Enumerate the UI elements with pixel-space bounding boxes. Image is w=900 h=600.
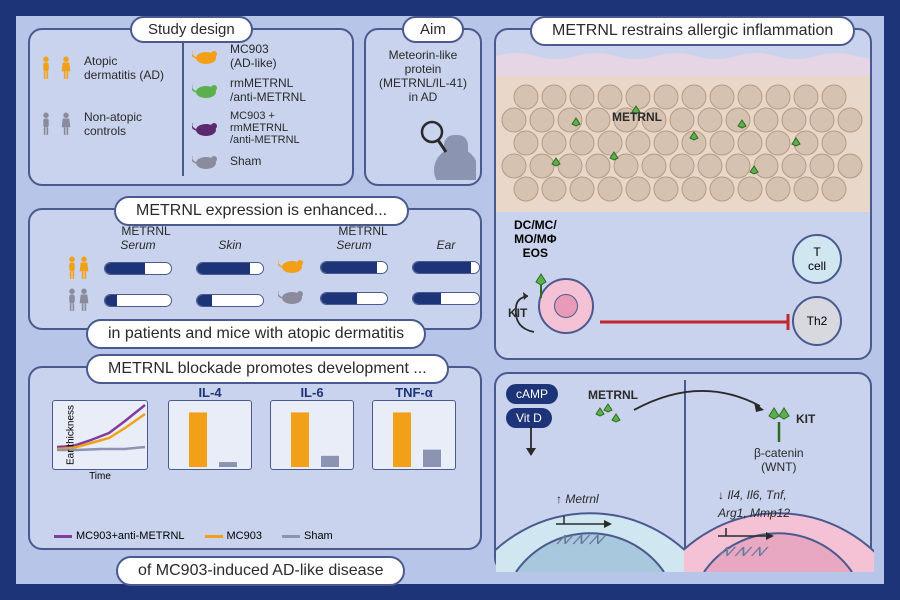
- yaxis: Ear thickness: [66, 405, 77, 465]
- panel-expression: METRNL expression is enhanced... METRNL …: [28, 208, 482, 330]
- mouse-icon-green: [192, 81, 222, 99]
- gene-down: Il4, Il6, Tnf, Arg1, Mmp12: [718, 488, 790, 520]
- divider: [182, 42, 184, 176]
- bar-chart: TNF-α: [372, 400, 456, 470]
- col-skin: Skin: [196, 238, 264, 252]
- col-ear: Ear: [412, 238, 480, 252]
- left-gene: ↑ Metrnl ⩘⩗⩘⩗⩘⩗: [556, 490, 616, 549]
- aim-text: Meteorin-like protein (METRNL/IL-41) in …: [366, 48, 480, 104]
- chip-camp: cAMP: [506, 384, 558, 404]
- camp-vitd: cAMP Vit D: [506, 382, 558, 430]
- mouse-block: METRNL Serum Ear: [278, 224, 480, 310]
- kit-receptor-icon: [764, 404, 794, 444]
- title-blockade: METRNL blockade promotes development ...: [86, 354, 449, 384]
- bcat-lbl: β-catenin (WNT): [754, 446, 804, 474]
- right-col: MC903 (AD-like) rmMETRNL /anti-METRNL MC…: [192, 42, 306, 170]
- chart-title: TNF-α: [395, 385, 433, 400]
- subtitle-blockade: of MC903-induced AD-like disease: [116, 556, 405, 586]
- human-block: METRNL Serum Skin: [66, 224, 264, 312]
- autocrine-arrow-icon: [510, 288, 554, 338]
- bar: [104, 262, 172, 275]
- dna-icon: ⩘⩗⩘⩗⩘⩗: [556, 528, 605, 549]
- line-chart: Ear thickness Time: [52, 400, 148, 470]
- tcell-icon: T cell: [792, 234, 842, 284]
- label-combo: MC903 + rmMETRNL /anti-METRNL: [230, 110, 300, 146]
- infographic-canvas: Study design Atopic dermatitis (AD) Non-…: [0, 0, 900, 600]
- bar-chart: IL-4: [168, 400, 252, 470]
- title-restrain: METRNL restrains allergic inflammation: [530, 16, 855, 46]
- human-icon-orange: [40, 56, 52, 80]
- panel-blockade: METRNL blockade promotes development ...…: [28, 366, 482, 550]
- left-cell-lbl: DC/MC/ MO/MΦ EOS: [514, 218, 557, 260]
- legend-item: MC903: [205, 530, 262, 542]
- panel-pathway: cAMP Vit D METRNL ↑ Metrnl ⩘⩗⩘⩗⩘⩗ KIT β-…: [494, 372, 872, 572]
- human-icon-grey: [40, 112, 52, 136]
- human-icon-grey: [60, 112, 72, 136]
- xaxis: Time: [89, 471, 111, 482]
- green-molecules-icon: [590, 402, 630, 432]
- human-icon-orange: [60, 56, 72, 80]
- label-nonatopic: Non-atopic controls: [84, 110, 142, 138]
- silhouette-magnify-icon: [406, 110, 476, 180]
- col-serum: Serum: [104, 238, 172, 252]
- gene-metrnl: Metrnl: [565, 492, 598, 506]
- bar-chart: IL-6: [270, 400, 354, 470]
- panel-study-design: Study design Atopic dermatitis (AD) Non-…: [28, 28, 354, 186]
- left-col: Atopic dermatitis (AD) Non-atopic contro…: [40, 54, 164, 138]
- metrnl-lbl: METRNL: [612, 110, 662, 124]
- legend-item: MC903+anti-METRNL: [54, 530, 185, 542]
- legend-item: Sham: [282, 530, 333, 542]
- hrow-ctrl: [66, 288, 264, 312]
- right-gene: ↓ Il4, Il6, Tnf, Arg1, Mmp12 ⩘⩗⩘⩗⩘⩗: [718, 486, 790, 561]
- dna-icon: ⩘⩗⩘⩗⩘⩗: [718, 540, 767, 561]
- panel-restrain: METRNL restrains allergic inflammation M…: [494, 28, 872, 360]
- mouse-icon-orange: [192, 47, 222, 65]
- col-serum2: Serum: [320, 238, 388, 252]
- kit-right: KIT: [796, 412, 815, 426]
- title-aim: Aim: [402, 16, 464, 43]
- legend: MC903+anti-METRNL MC903 Sham: [54, 530, 333, 542]
- label-rmmetrnl: rmMETRNL /anti-METRNL: [230, 76, 306, 104]
- chip-vitd: Vit D: [506, 408, 552, 428]
- bar-charts: IL-4 IL-6 TNF-α: [168, 400, 456, 470]
- chart-title: IL-4: [198, 385, 221, 400]
- subtitle-expression: in patients and mice with atopic dermati…: [86, 319, 426, 349]
- lbl-metrnl-m: METRNL: [278, 224, 448, 238]
- lbl-metrnl-h: METRNL: [66, 224, 226, 238]
- skin-layers-icon: [496, 42, 870, 212]
- label-sham: Sham: [230, 154, 261, 168]
- inner-area: Study design Atopic dermatitis (AD) Non-…: [16, 16, 884, 584]
- hrow-ad: [66, 256, 264, 280]
- label-mc903: MC903 (AD-like): [230, 42, 277, 70]
- label-ad: Atopic dermatitis (AD): [84, 54, 164, 82]
- title-expression: METRNL expression is enhanced...: [114, 196, 409, 226]
- chart-title: IL-6: [300, 385, 323, 400]
- panel-aim: Aim Meteorin-like protein (METRNL/IL-41)…: [364, 28, 482, 186]
- mouse-icon-grey: [192, 152, 222, 170]
- mouse-icon-purple: [192, 119, 222, 137]
- curve-arrow-icon: [630, 382, 770, 422]
- title-study-design: Study design: [130, 16, 253, 43]
- inhibit-arrow-icon: [600, 312, 800, 332]
